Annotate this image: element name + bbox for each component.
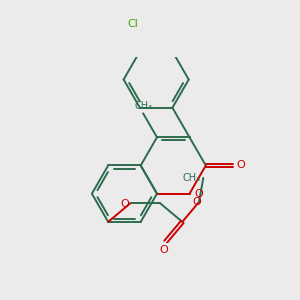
Text: O: O — [195, 189, 203, 199]
Text: O: O — [192, 197, 201, 207]
Text: CH₃: CH₃ — [182, 173, 200, 183]
Text: CH₃: CH₃ — [134, 101, 152, 111]
Text: O: O — [160, 245, 168, 255]
Text: O: O — [120, 199, 129, 209]
Text: Cl: Cl — [127, 20, 138, 29]
Text: O: O — [236, 160, 245, 170]
